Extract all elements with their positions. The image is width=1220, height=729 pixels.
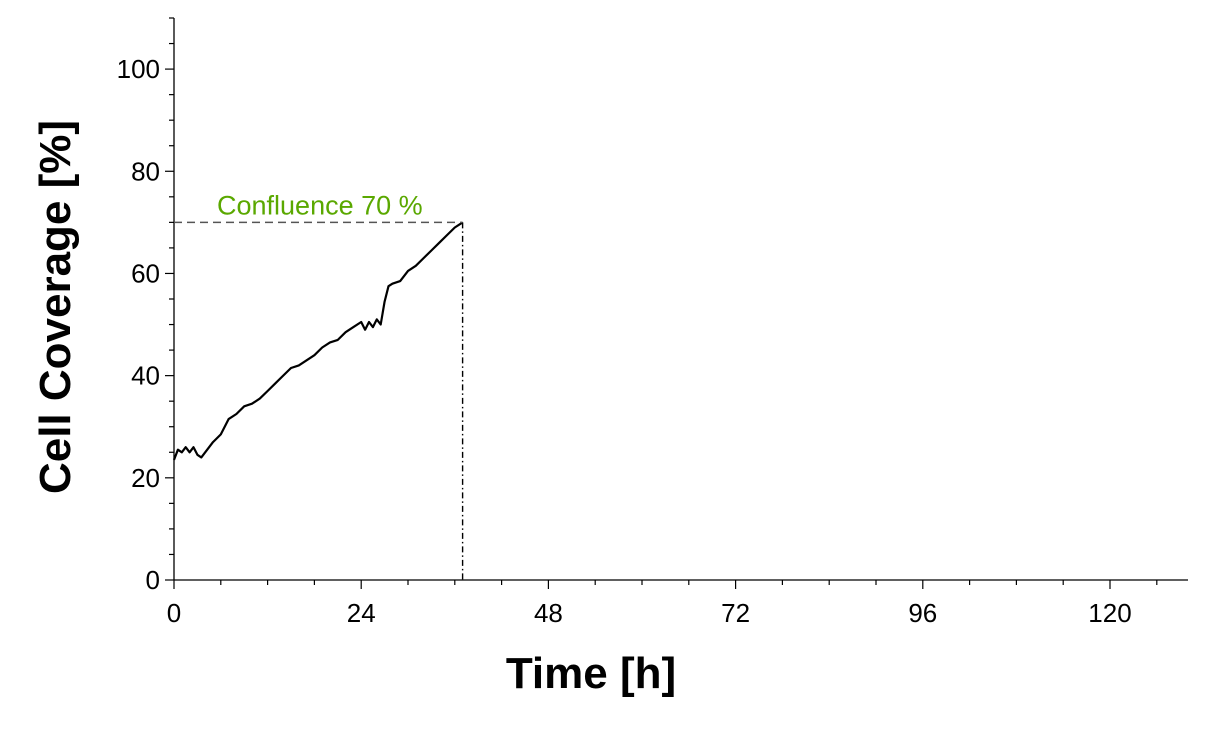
y-axis-title: Cell Coverage [%]: [31, 120, 80, 494]
x-tick-label: 72: [721, 598, 750, 628]
x-tick-label: 0: [167, 598, 181, 628]
y-tick-label: 100: [117, 54, 160, 84]
axes: 0 20 40 60 80 100 0 24 48 72 96 120: [117, 17, 1188, 628]
x-tick-label: 24: [347, 598, 376, 628]
data-series-line: [172, 221, 464, 461]
x-tick-label: 48: [534, 598, 563, 628]
x-tick-label: 96: [908, 598, 937, 628]
y-tick-label: 80: [131, 156, 160, 186]
y-tick-label: 0: [146, 565, 160, 595]
x-tick-label: 120: [1088, 598, 1131, 628]
confluence-annotation-label: Confluence 70 %: [217, 190, 423, 220]
x-axis-title: Time [h]: [506, 649, 676, 698]
y-tick-label: 20: [131, 463, 160, 493]
y-tick-label: 40: [131, 361, 160, 391]
plot-area: [172, 221, 464, 580]
y-tick-label: 60: [131, 258, 160, 288]
